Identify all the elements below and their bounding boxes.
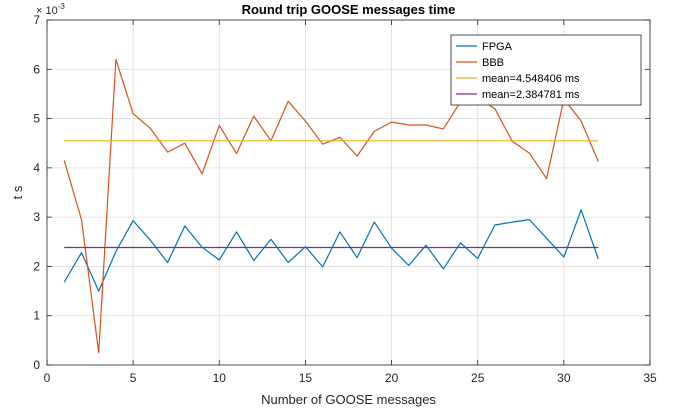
y-tick-label: 6 [33, 62, 40, 76]
y-tick-label: 7 [33, 13, 40, 27]
x-tick-label: 20 [385, 371, 399, 385]
y-exponent-base: × 10 [36, 5, 58, 17]
legend: FPGA BBB mean=4.548406 ms mean=2.384781 ms [450, 34, 642, 106]
y-tick-label: 4 [33, 161, 40, 175]
legend-label: mean=2.384781 ms [482, 89, 580, 101]
x-tick-label: 0 [44, 371, 51, 385]
x-tick-label: 35 [643, 371, 657, 385]
chart-title: Round trip GOOSE messages time [242, 2, 456, 17]
x-axis-label: Number of GOOSE messages [261, 392, 436, 407]
x-tick-label: 10 [213, 371, 227, 385]
y-exponent-power: -3 [58, 2, 66, 11]
axes-box [46, 19, 651, 366]
legend-box [450, 34, 642, 106]
y-tick-label: 2 [33, 259, 40, 273]
y-tick-label: 0 [33, 358, 40, 372]
y-axis-label: t s [10, 185, 25, 199]
series-line [63, 209, 599, 292]
legend-label: FPGA [482, 41, 513, 53]
axis-ticks: 0 5 10 15 20 25 30 35 0 1 2 3 4 5 6 7 [33, 13, 657, 385]
x-tick-label: 30 [557, 371, 571, 385]
y-axis-exponent: × 10-3 [36, 2, 65, 17]
legend-label: BBB [482, 57, 504, 69]
y-tick-label: 1 [33, 309, 40, 323]
y-tick-label: 3 [33, 210, 40, 224]
legend-label: mean=4.548406 ms [482, 73, 580, 85]
series-lines [63, 58, 599, 354]
y-tick-label: 5 [33, 112, 40, 126]
x-tick-label: 5 [130, 371, 137, 385]
x-tick-label: 15 [299, 371, 313, 385]
x-tick-label: 25 [471, 371, 485, 385]
